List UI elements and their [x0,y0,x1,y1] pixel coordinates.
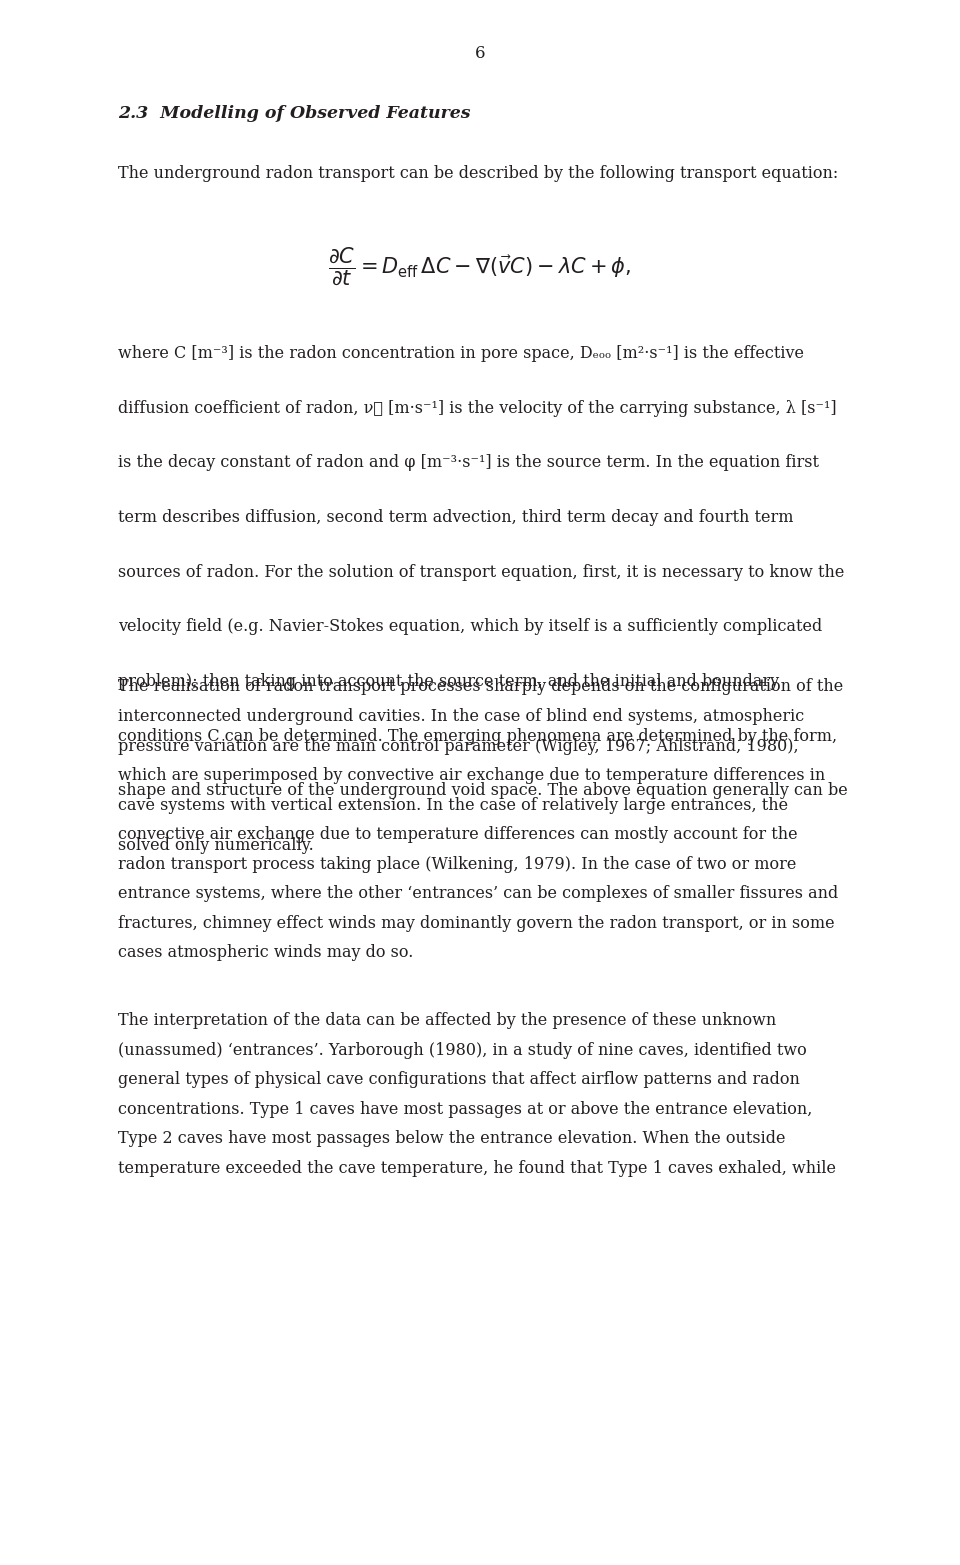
Text: The interpretation of the data can be affected by the presence of these unknown: The interpretation of the data can be af… [118,1013,777,1028]
Text: pressure variation are the main control parameter (Wigley, 1967; Ahlstrand, 1980: pressure variation are the main control … [118,737,799,754]
Text: problem); then taking into account the source term, and the initial and boundary: problem); then taking into account the s… [118,673,780,690]
Text: diffusion coefficient of radon, ν⃗ [m·s⁻¹] is the velocity of the carrying subst: diffusion coefficient of radon, ν⃗ [m·s⁻… [118,399,836,416]
Text: where C [m⁻³] is the radon concentration in pore space, Dₑₒₒ [m²·s⁻¹] is the eff: where C [m⁻³] is the radon concentration… [118,344,804,362]
Text: term describes diffusion, second term advection, third term decay and fourth ter: term describes diffusion, second term ad… [118,509,794,526]
Text: fractures, chimney effect winds may dominantly govern the radon transport, or in: fractures, chimney effect winds may domi… [118,916,834,931]
Text: entrance systems, where the other ‘entrances’ can be complexes of smaller fissur: entrance systems, where the other ‘entra… [118,886,838,903]
Text: $\dfrac{\partial C}{\partial t} = D_{\rm eff}\,\Delta C - \nabla(\vec{v}C) - \la: $\dfrac{\partial C}{\partial t} = D_{\rm… [328,246,632,286]
Text: (unassumed) ‘entrances’. Yarborough (1980), in a study of nine caves, identified: (unassumed) ‘entrances’. Yarborough (198… [118,1042,806,1058]
Text: Type 2 caves have most passages below the entrance elevation. When the outside: Type 2 caves have most passages below th… [118,1130,785,1147]
Text: radon transport process taking place (Wilkening, 1979). In the case of two or mo: radon transport process taking place (Wi… [118,856,797,873]
Text: 6: 6 [475,45,485,63]
Text: The realisation of radon transport processes sharply depends on the configuratio: The realisation of radon transport proce… [118,679,843,695]
Text: concentrations. Type 1 caves have most passages at or above the entrance elevati: concentrations. Type 1 caves have most p… [118,1100,812,1117]
Text: general types of physical cave configurations that affect airflow patterns and r: general types of physical cave configura… [118,1070,800,1088]
Text: velocity field (e.g. Navier-Stokes equation, which by itself is a sufficiently c: velocity field (e.g. Navier-Stokes equat… [118,618,823,635]
Text: 2.3  Modelling of Observed Features: 2.3 Modelling of Observed Features [118,105,470,122]
Text: sources of radon. For the solution of transport equation, first, it is necessary: sources of radon. For the solution of tr… [118,563,845,581]
Text: The underground radon transport can be described by the following transport equa: The underground radon transport can be d… [118,164,838,182]
Text: which are superimposed by convective air exchange due to temperature differences: which are superimposed by convective air… [118,767,826,784]
Text: cave systems with vertical extension. In the case of relatively large entrances,: cave systems with vertical extension. In… [118,797,788,814]
Text: solved only numerically.: solved only numerically. [118,837,314,854]
Text: conditions C can be determined. The emerging phenomena are determined by the for: conditions C can be determined. The emer… [118,728,837,745]
Text: temperature exceeded the cave temperature, he found that Type 1 caves exhaled, w: temperature exceeded the cave temperatur… [118,1160,836,1177]
Text: interconnected underground cavities. In the case of blind end systems, atmospher: interconnected underground cavities. In … [118,707,804,725]
Text: shape and structure of the underground void space. The above equation generally : shape and structure of the underground v… [118,782,848,800]
Text: cases atmospheric winds may do so.: cases atmospheric winds may do so. [118,944,414,961]
Text: convective air exchange due to temperature differences can mostly account for th: convective air exchange due to temperatu… [118,826,798,844]
Text: is the decay constant of radon and φ [m⁻³·s⁻¹] is the source term. In the equati: is the decay constant of radon and φ [m⁻… [118,454,819,471]
